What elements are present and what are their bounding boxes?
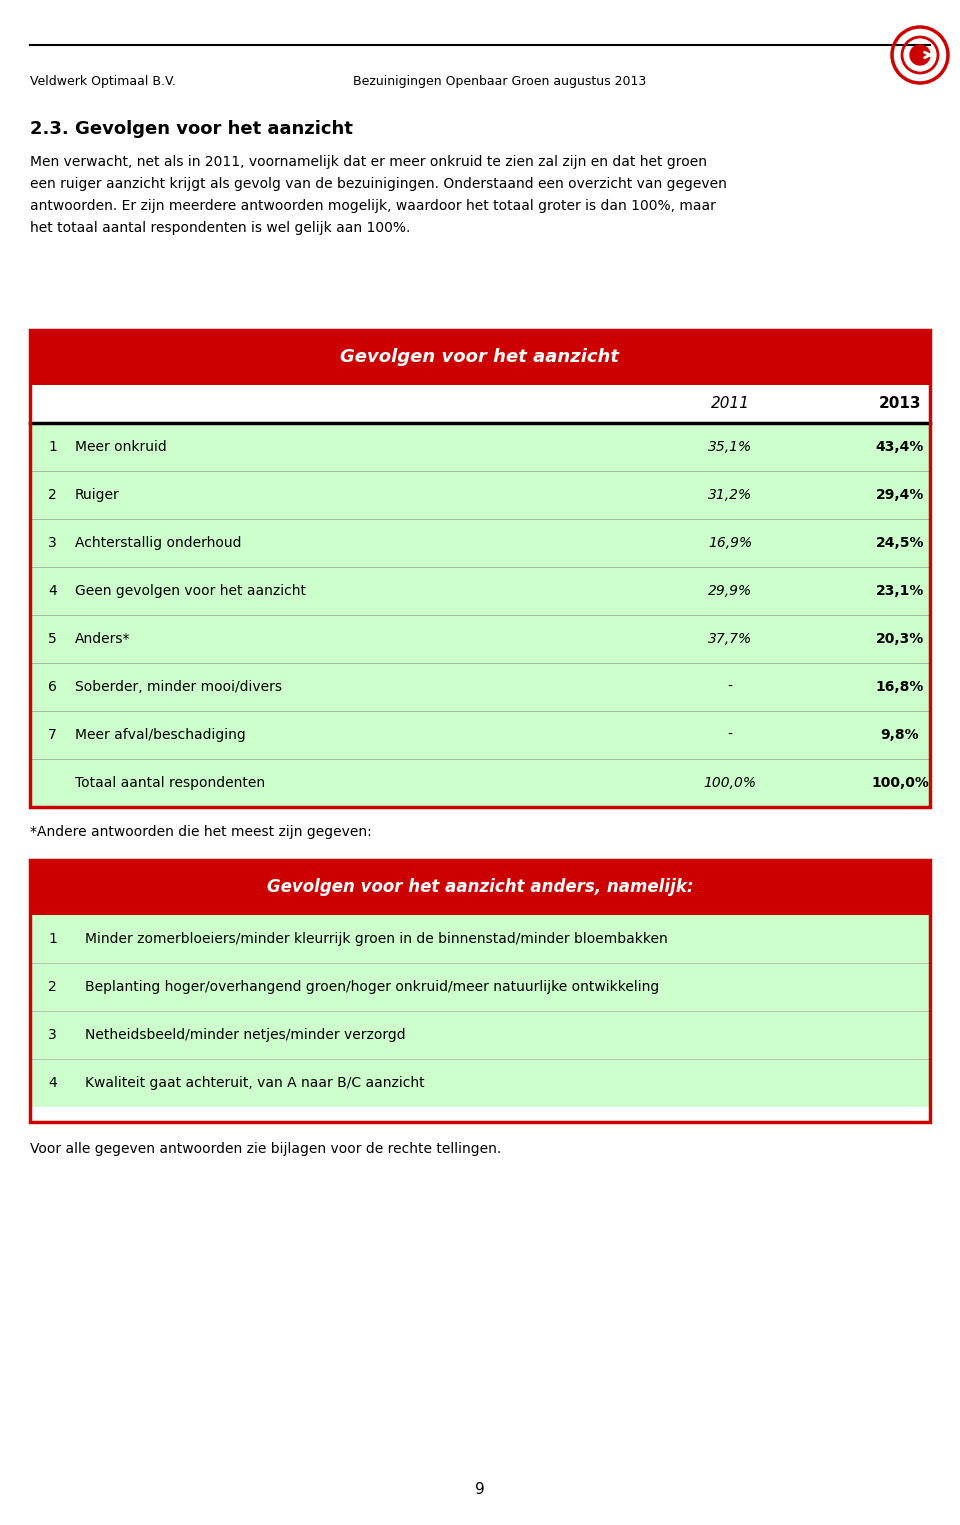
- Text: Gevolgen voor het aanzicht: Gevolgen voor het aanzicht: [341, 348, 619, 366]
- Text: het totaal aantal respondenten is wel gelijk aan 100%.: het totaal aantal respondenten is wel ge…: [30, 221, 410, 235]
- Text: 9: 9: [475, 1482, 485, 1498]
- Text: 4: 4: [48, 584, 57, 598]
- Text: 24,5%: 24,5%: [876, 535, 924, 551]
- Text: Soberder, minder mooi/divers: Soberder, minder mooi/divers: [75, 680, 282, 694]
- Bar: [30, 329, 930, 807]
- Text: 23,1%: 23,1%: [876, 584, 924, 598]
- Text: Totaal aantal respondenten: Totaal aantal respondenten: [75, 776, 265, 790]
- Text: 31,2%: 31,2%: [708, 488, 752, 502]
- FancyBboxPatch shape: [30, 915, 930, 962]
- Text: 29,9%: 29,9%: [708, 584, 752, 598]
- Text: Ruiger: Ruiger: [75, 488, 120, 502]
- Text: 9,8%: 9,8%: [880, 727, 920, 743]
- Text: Men verwacht, net als in 2011, voornamelijk dat er meer onkruid te zien zal zijn: Men verwacht, net als in 2011, voornamel…: [30, 156, 707, 169]
- Text: 2013: 2013: [878, 396, 922, 412]
- Text: 16,9%: 16,9%: [708, 535, 752, 551]
- Text: 37,7%: 37,7%: [708, 631, 752, 647]
- FancyBboxPatch shape: [30, 329, 930, 384]
- Text: Veldwerk Optimaal B.V.: Veldwerk Optimaal B.V.: [30, 75, 176, 88]
- Text: Voor alle gegeven antwoorden zie bijlagen voor de rechte tellingen.: Voor alle gegeven antwoorden zie bijlage…: [30, 1142, 501, 1156]
- FancyBboxPatch shape: [30, 759, 930, 807]
- FancyBboxPatch shape: [30, 860, 930, 915]
- Text: -: -: [728, 727, 732, 743]
- FancyBboxPatch shape: [30, 711, 930, 759]
- Text: 1: 1: [48, 441, 57, 454]
- Text: 20,3%: 20,3%: [876, 631, 924, 647]
- Text: 5: 5: [48, 631, 57, 647]
- Text: Minder zomerbloeiers/minder kleurrijk groen in de binnenstad/minder bloembakken: Minder zomerbloeiers/minder kleurrijk gr…: [85, 932, 668, 946]
- Text: 6: 6: [48, 680, 57, 694]
- FancyBboxPatch shape: [30, 615, 930, 663]
- Bar: [30, 860, 930, 1122]
- Text: 2: 2: [48, 488, 57, 502]
- Text: antwoorden. Er zijn meerdere antwoorden mogelijk, waardoor het totaal groter is : antwoorden. Er zijn meerdere antwoorden …: [30, 198, 716, 214]
- FancyBboxPatch shape: [30, 962, 930, 1011]
- Text: Netheidsbeeld/minder netjes/minder verzorgd: Netheidsbeeld/minder netjes/minder verzo…: [85, 1028, 406, 1042]
- Text: 35,1%: 35,1%: [708, 441, 752, 454]
- FancyBboxPatch shape: [30, 567, 930, 615]
- Text: 2011: 2011: [710, 396, 750, 412]
- FancyBboxPatch shape: [30, 518, 930, 567]
- Text: Meer afval/beschadiging: Meer afval/beschadiging: [75, 727, 246, 743]
- Text: 3: 3: [48, 535, 57, 551]
- Text: 7: 7: [48, 727, 57, 743]
- FancyBboxPatch shape: [30, 471, 930, 519]
- FancyBboxPatch shape: [30, 1011, 930, 1058]
- Text: een ruiger aanzicht krijgt als gevolg van de bezuinigingen. Onderstaand een over: een ruiger aanzicht krijgt als gevolg va…: [30, 177, 727, 191]
- Text: Beplanting hoger/overhangend groen/hoger onkruid/meer natuurlijke ontwikkeling: Beplanting hoger/overhangend groen/hoger…: [85, 981, 660, 994]
- Circle shape: [910, 46, 930, 66]
- Text: 16,8%: 16,8%: [876, 680, 924, 694]
- Text: 29,4%: 29,4%: [876, 488, 924, 502]
- FancyBboxPatch shape: [30, 1058, 930, 1107]
- Text: Kwaliteit gaat achteruit, van A naar B/C aanzicht: Kwaliteit gaat achteruit, van A naar B/C…: [85, 1077, 424, 1090]
- Text: -: -: [728, 680, 732, 694]
- FancyBboxPatch shape: [30, 422, 930, 471]
- Text: Bezuinigingen Openbaar Groen augustus 2013: Bezuinigingen Openbaar Groen augustus 20…: [353, 75, 647, 88]
- FancyBboxPatch shape: [30, 663, 930, 711]
- FancyBboxPatch shape: [30, 329, 930, 775]
- Text: Geen gevolgen voor het aanzicht: Geen gevolgen voor het aanzicht: [75, 584, 306, 598]
- Text: Meer onkruid: Meer onkruid: [75, 441, 167, 454]
- FancyBboxPatch shape: [30, 384, 930, 422]
- Text: 2.3. Gevolgen voor het aanzicht: 2.3. Gevolgen voor het aanzicht: [30, 120, 353, 137]
- Text: 100,0%: 100,0%: [704, 776, 756, 790]
- Text: 4: 4: [48, 1077, 57, 1090]
- Text: Anders*: Anders*: [75, 631, 131, 647]
- Text: 43,4%: 43,4%: [876, 441, 924, 454]
- Text: 100,0%: 100,0%: [871, 776, 929, 790]
- Text: Achterstallig onderhoud: Achterstallig onderhoud: [75, 535, 242, 551]
- Text: *Andere antwoorden die het meest zijn gegeven:: *Andere antwoorden die het meest zijn ge…: [30, 825, 372, 839]
- Text: 3: 3: [48, 1028, 57, 1042]
- Text: Gevolgen voor het aanzicht anders, namelijk:: Gevolgen voor het aanzicht anders, namel…: [267, 878, 693, 897]
- Text: 1: 1: [48, 932, 57, 946]
- Text: 2: 2: [48, 981, 57, 994]
